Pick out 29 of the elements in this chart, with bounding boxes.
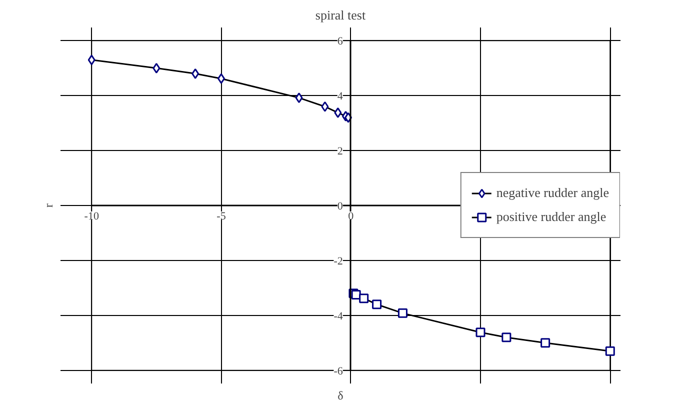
point <box>359 294 369 304</box>
y-axis-title: r <box>42 204 56 208</box>
point <box>217 73 225 84</box>
point <box>540 338 550 348</box>
x-tick-label: -5 <box>216 210 226 222</box>
point <box>334 107 342 118</box>
y-tick-label: -6 <box>334 365 344 378</box>
x-axis-title: δ <box>338 388 344 402</box>
point <box>321 101 329 112</box>
x-tick-label: -10 <box>84 210 100 222</box>
point <box>502 332 512 342</box>
point <box>372 300 382 310</box>
legend-label: positive rudder angle <box>496 209 606 225</box>
y-tick-label: 0 <box>337 200 344 212</box>
y-tick-label: 2 <box>337 146 343 158</box>
point <box>476 328 486 338</box>
y-tick-label: 4 <box>337 90 344 103</box>
point <box>152 62 160 74</box>
y-tick-label: -2 <box>334 255 343 268</box>
point <box>605 346 615 356</box>
point <box>192 68 200 79</box>
x-tick-label: 0 <box>348 210 354 222</box>
legend-label: negative rudder angle <box>496 185 609 201</box>
point <box>295 92 303 104</box>
y-tick-label: 6 <box>337 36 344 48</box>
y-tick-label: -4 <box>334 310 344 322</box>
chart-title: spiral test <box>315 8 366 22</box>
point <box>398 308 408 318</box>
point <box>88 54 96 66</box>
